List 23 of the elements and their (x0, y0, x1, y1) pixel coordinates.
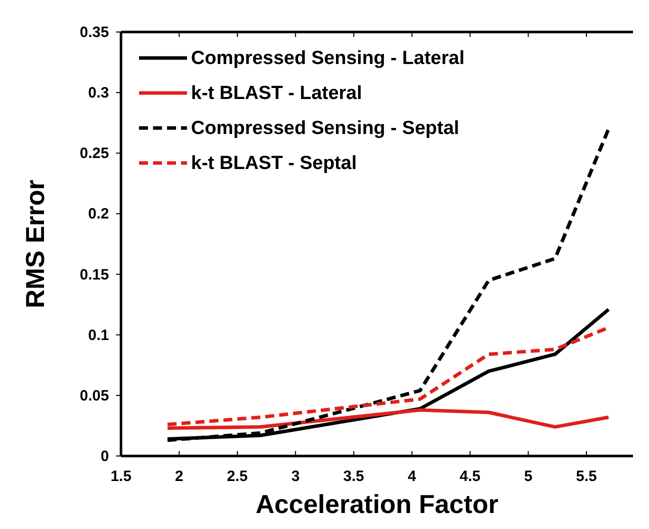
y-tick-label: 0.2 (88, 206, 109, 223)
y-tick-label: 0.25 (80, 145, 109, 162)
x-tick-label: 5 (524, 468, 532, 485)
x-tick-label: 3 (291, 468, 300, 485)
x-tick-label: 2 (175, 468, 184, 485)
x-tick-label: 4 (408, 468, 417, 485)
legend-label: k-t BLAST - Lateral (191, 83, 362, 104)
x-tick-label: 1.5 (110, 468, 132, 485)
x-tick-label: 4.5 (460, 468, 481, 485)
x-axis-title: Acceleration Factor (256, 489, 498, 519)
legend-label: Compressed Sensing - Septal (191, 118, 460, 139)
y-tick-label: 0.35 (80, 24, 109, 41)
y-tick-label: 0.15 (80, 266, 109, 284)
x-tick-label: 5.5 (576, 468, 597, 485)
x-tick-label: 3.5 (343, 468, 364, 485)
legend-label: Compressed Sensing - Lateral (191, 48, 464, 69)
y-tick-label: 0.3 (88, 84, 109, 102)
y-tick-label: 0.1 (88, 326, 109, 344)
y-tick-label: 0 (100, 448, 109, 465)
y-tick-label: 0.05 (80, 387, 109, 404)
legend-label: k-t BLAST - Septal (191, 153, 357, 174)
y-axis-title: RMS Error (20, 180, 50, 308)
x-tick-label: 2.5 (226, 468, 248, 485)
